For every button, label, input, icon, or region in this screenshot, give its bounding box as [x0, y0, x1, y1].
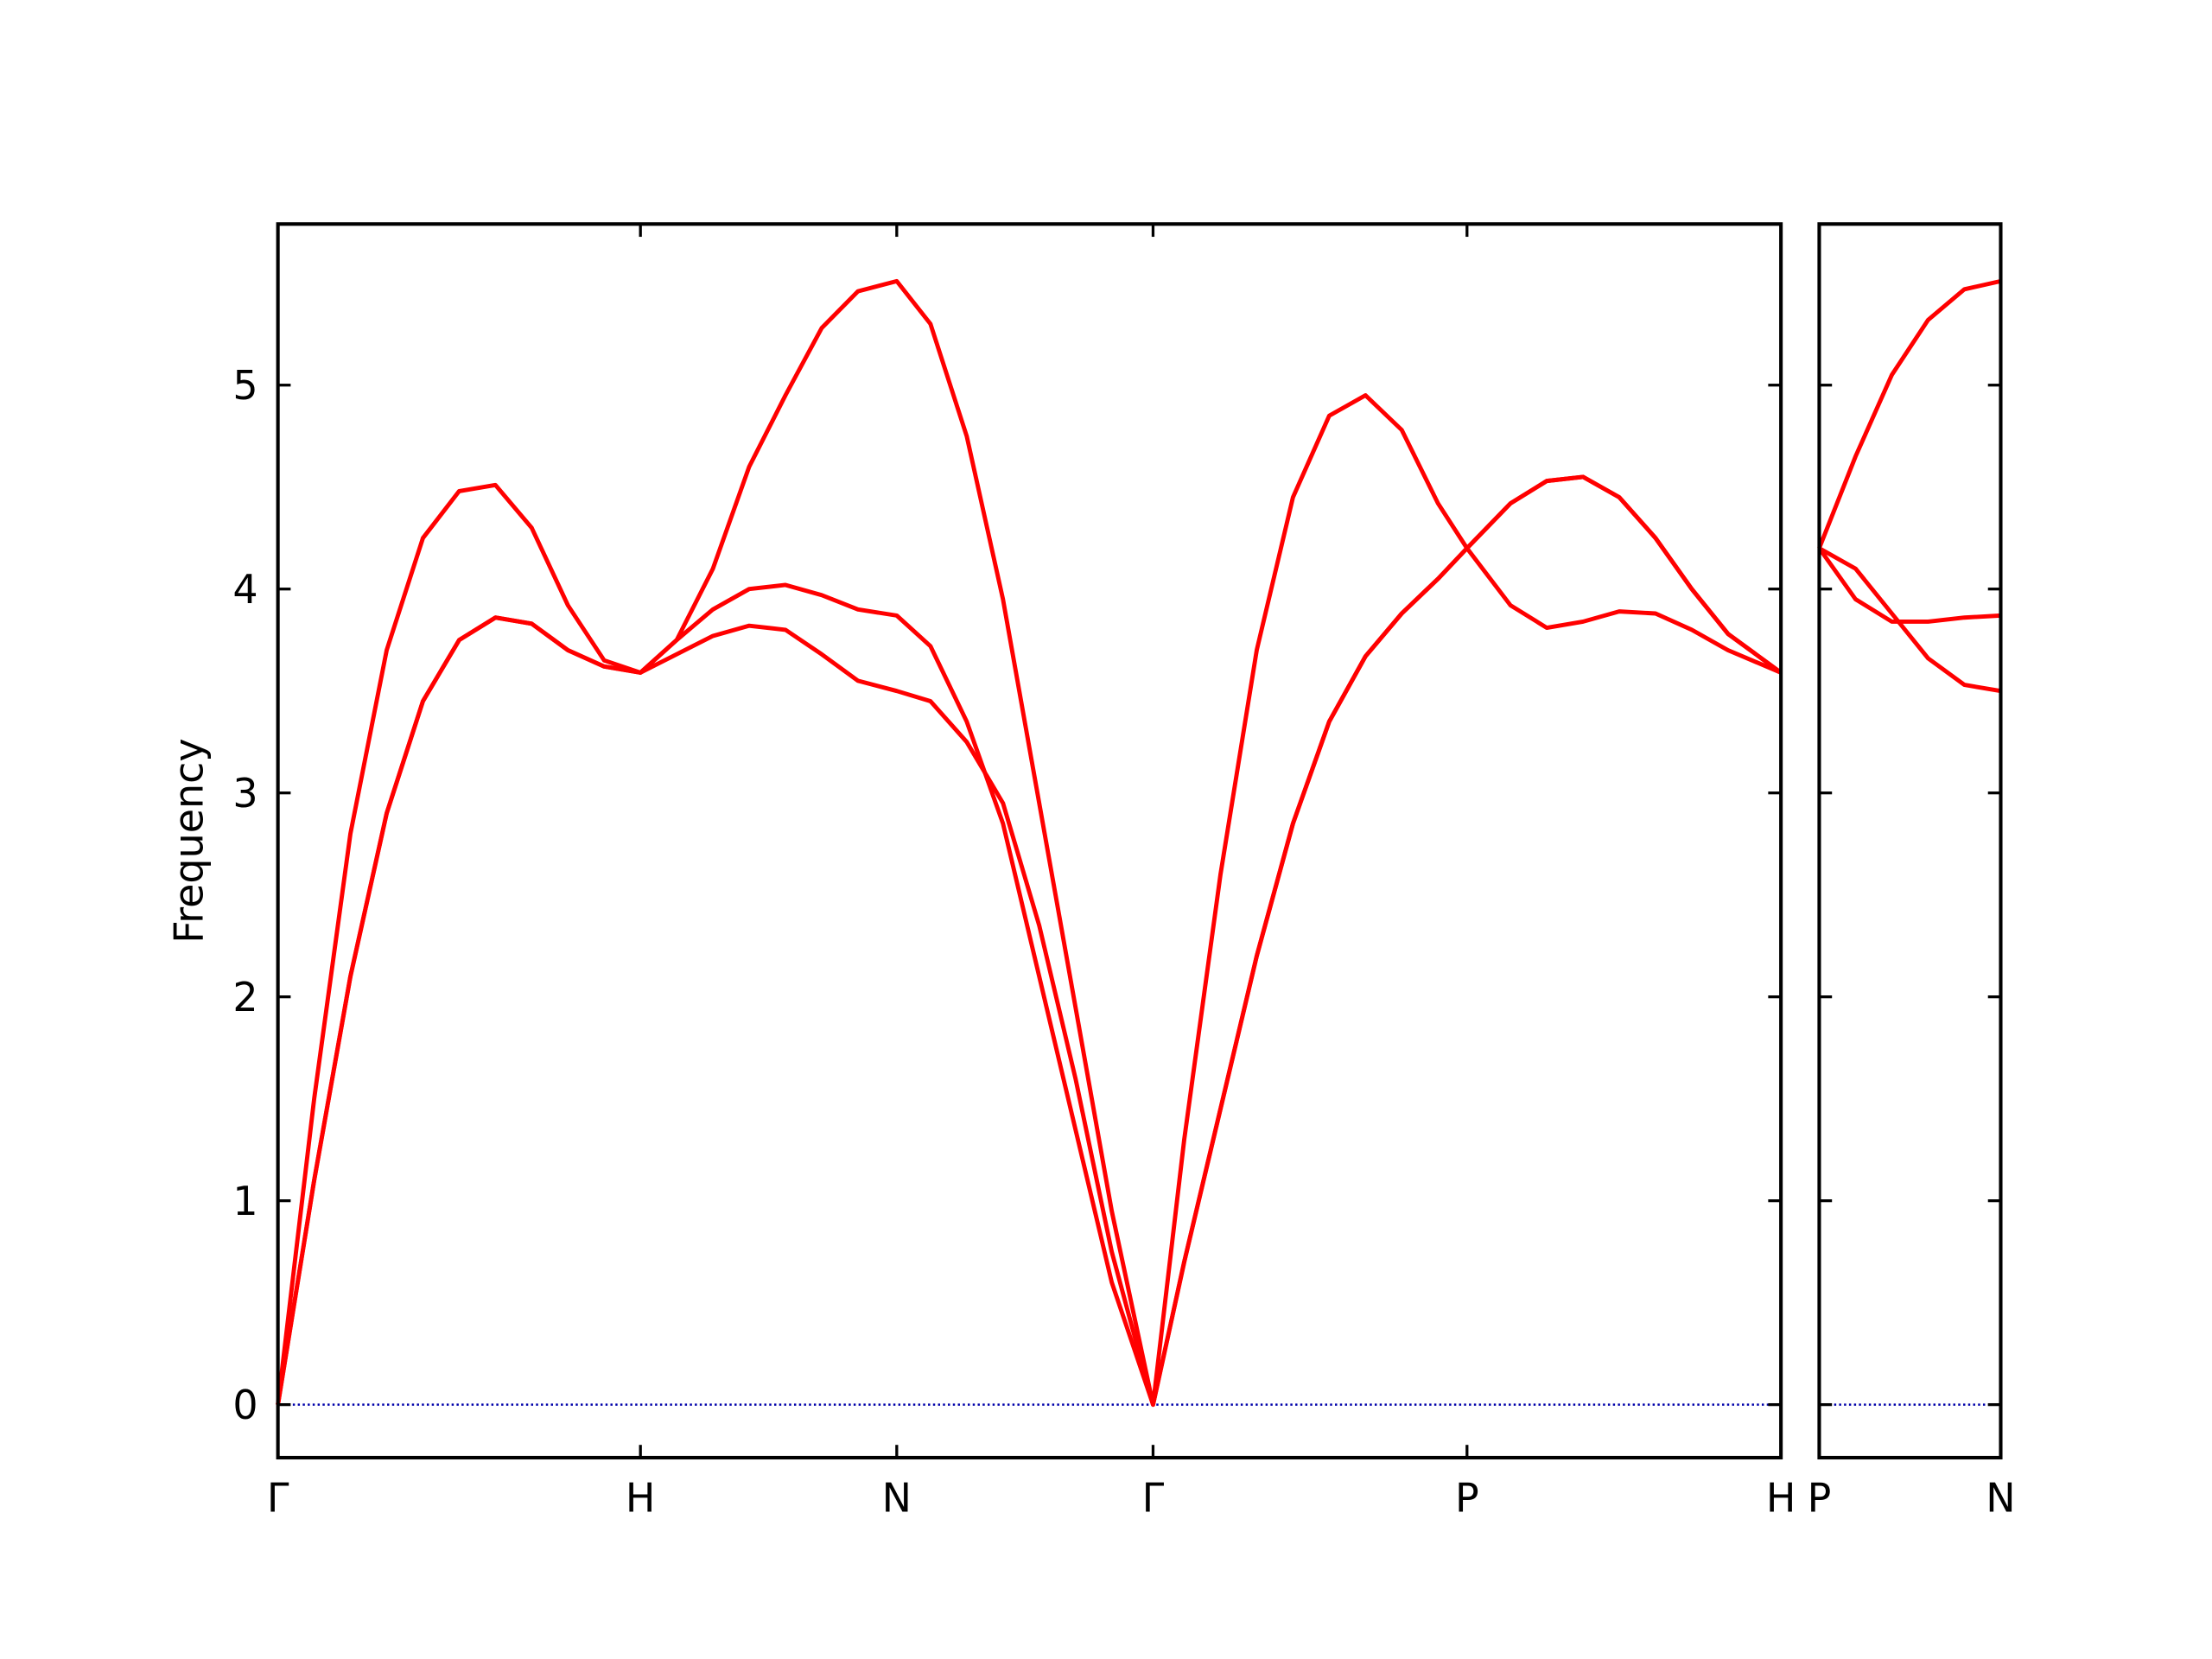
band-line: [1817, 547, 2001, 624]
y-tick-label: 4: [232, 566, 257, 613]
x-tick-label: H: [1766, 1474, 1796, 1521]
band-line: [1818, 546, 2001, 694]
x-tick-label: N: [1986, 1474, 2015, 1521]
y-tick-label: 3: [232, 770, 257, 817]
x-tick-label: H: [626, 1474, 656, 1521]
y-tick-label: 2: [232, 974, 257, 1020]
x-tick-label: P: [1808, 1474, 1832, 1521]
x-tick-label: Γ: [1142, 1474, 1165, 1521]
x-tick-label: N: [882, 1474, 912, 1521]
plot-frame: [1817, 222, 2003, 1460]
x-tick-label: Γ: [267, 1474, 289, 1521]
y-tick-label: 5: [232, 362, 257, 409]
plot-frame: [276, 222, 1783, 1460]
y-tick-label: 1: [232, 1178, 257, 1224]
x-tick-label: P: [1455, 1474, 1479, 1521]
y-axis-label: Frequency: [166, 738, 213, 943]
y-tick-label: 0: [232, 1382, 257, 1428]
band-line: [1817, 278, 2002, 550]
band-line: [276, 278, 1783, 1408]
